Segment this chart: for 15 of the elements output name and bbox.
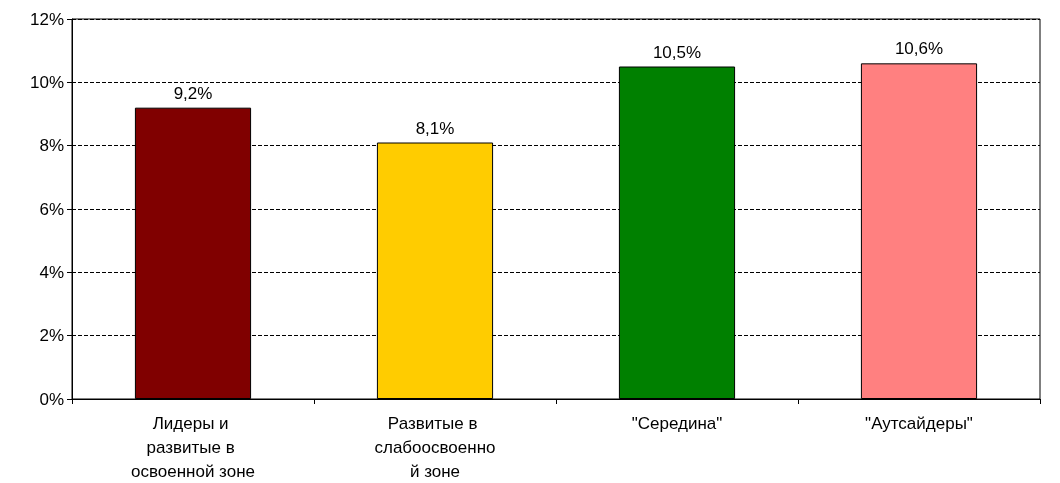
x-tick-label: "Аутсайдеры" bbox=[865, 413, 973, 433]
y-tick-label: 0% bbox=[39, 389, 64, 409]
x-tick-label: Лидеры и развитые в освоенной зоне bbox=[130, 413, 256, 481]
data-label: 10,6% bbox=[894, 39, 944, 59]
y-tick-label: 10% bbox=[29, 72, 64, 92]
y-tick-label: 4% bbox=[39, 262, 64, 282]
y-tick-label: 6% bbox=[39, 199, 64, 219]
y-tick-label: 12% bbox=[29, 9, 64, 29]
data-label: 8,1% bbox=[415, 118, 455, 138]
y-tick-label: 8% bbox=[39, 136, 64, 156]
y-tick-label: 2% bbox=[39, 326, 64, 346]
x-tick-label: "Середина" bbox=[631, 413, 723, 433]
x-tick-label: Развитые в слабоосвоенной зоне bbox=[374, 413, 496, 481]
data-label: 9,2% bbox=[173, 83, 213, 103]
data-label: 10,5% bbox=[652, 42, 702, 62]
